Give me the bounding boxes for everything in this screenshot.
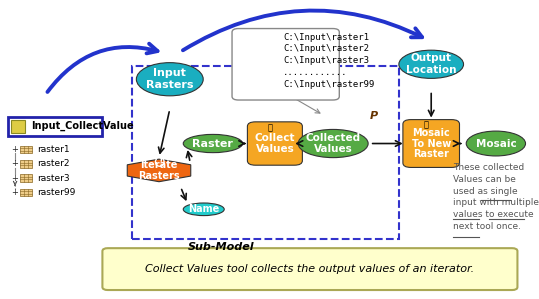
Text: +: + [12, 188, 18, 197]
FancyBboxPatch shape [247, 122, 302, 165]
Ellipse shape [136, 63, 203, 96]
Text: Collect
Values: Collect Values [254, 133, 295, 154]
Text: P: P [369, 111, 378, 121]
FancyBboxPatch shape [20, 189, 32, 196]
Ellipse shape [399, 50, 464, 78]
Text: 🔧: 🔧 [268, 123, 273, 132]
Text: Collected
Values: Collected Values [306, 133, 361, 154]
Text: Mosaic
To New
Raster: Mosaic To New Raster [412, 128, 451, 159]
Text: Input
Rasters: Input Rasters [146, 68, 194, 90]
Text: raster3: raster3 [37, 174, 70, 183]
FancyBboxPatch shape [11, 120, 25, 133]
Text: Raster: Raster [192, 138, 233, 149]
FancyBboxPatch shape [403, 120, 459, 167]
Text: raster2: raster2 [37, 159, 69, 168]
Text: These collected
Values can be
used as single
input with multiple
values to execu: These collected Values can be used as si… [453, 163, 539, 231]
Text: Name: Name [188, 204, 219, 214]
Text: raster99: raster99 [37, 188, 75, 197]
FancyBboxPatch shape [232, 29, 340, 100]
FancyBboxPatch shape [20, 146, 32, 153]
Ellipse shape [298, 129, 368, 158]
Text: C:\Input\raster1
C:\Input\raster2
C:\Input\raster3
............
C:\Input\raster9: C:\Input\raster1 C:\Input\raster2 C:\Inp… [283, 33, 375, 89]
Ellipse shape [183, 134, 243, 153]
Ellipse shape [466, 131, 526, 156]
Ellipse shape [183, 203, 224, 216]
Text: Mosaic: Mosaic [475, 138, 516, 149]
Text: Iterate
Rasters: Iterate Rasters [138, 160, 180, 181]
FancyBboxPatch shape [20, 160, 32, 168]
Text: +: + [12, 159, 18, 168]
Text: +: + [12, 145, 18, 154]
Text: Output
Location: Output Location [406, 54, 457, 75]
Text: 🔧: 🔧 [423, 120, 429, 129]
Text: Sub-Model: Sub-Model [188, 242, 254, 252]
Polygon shape [127, 159, 191, 182]
FancyBboxPatch shape [20, 174, 32, 182]
Text: ↺: ↺ [152, 154, 166, 172]
FancyBboxPatch shape [102, 248, 517, 290]
Text: Input_CollectValue: Input_CollectValue [31, 121, 133, 132]
FancyBboxPatch shape [8, 117, 102, 136]
Text: Collect Values tool collects the output values of an iterator.: Collect Values tool collects the output … [146, 264, 474, 274]
Text: raster1: raster1 [37, 145, 70, 154]
Text: +: + [12, 174, 18, 183]
